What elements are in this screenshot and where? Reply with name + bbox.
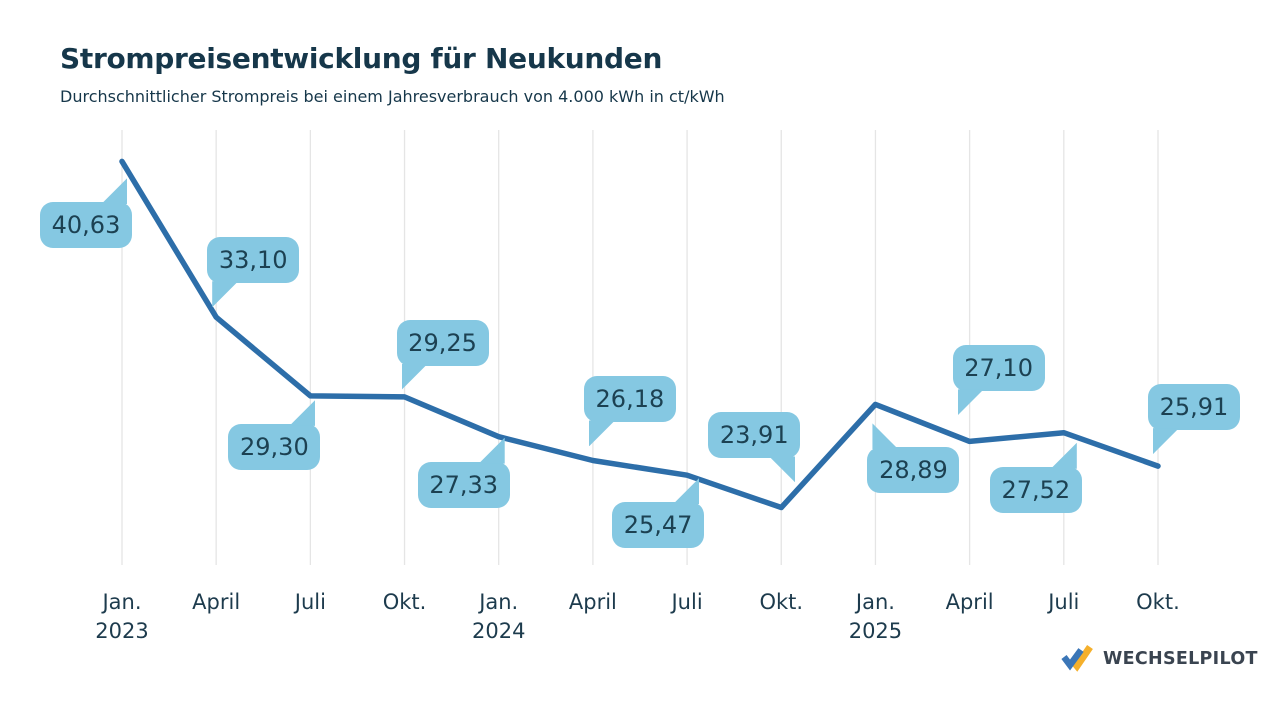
wechselpilot-check-icon	[1061, 645, 1093, 672]
x-axis-label: Okt.	[382, 590, 427, 614]
data-label-value: 33,10	[218, 246, 288, 275]
page-title: Strompreisentwicklung für Neukunden	[60, 42, 663, 75]
data-label-bubble: 29,25	[396, 319, 489, 390]
x-axis-label: Juli	[294, 590, 326, 614]
data-label-value: 23,91	[719, 421, 789, 450]
x-axis-label: Jan. 2024	[471, 590, 526, 643]
page-subtitle: Durchschnittlicher Strompreis bei einem …	[60, 87, 725, 106]
data-label-value: 26,18	[595, 385, 665, 414]
data-label-value: 25,91	[1159, 393, 1229, 422]
brand-name: WECHSELPILOT	[1103, 649, 1258, 669]
data-label-value: 25,47	[623, 511, 693, 540]
data-label-bubble: 27,33	[417, 437, 510, 508]
data-label-bubble: 25,91	[1147, 384, 1240, 455]
x-axis-label: Juli	[1048, 590, 1080, 614]
data-label-bubble: 23,91	[708, 412, 801, 483]
x-axis-label: Juli	[671, 590, 703, 614]
x-axis-label: Jan. 2023	[95, 590, 149, 643]
data-label-value: 27,33	[429, 470, 499, 499]
data-label-bubble: 26,18	[583, 376, 676, 447]
data-label-bubble: 25,47	[612, 478, 705, 549]
x-axis-label: April	[945, 590, 994, 614]
data-label-bubble: 27,10	[952, 345, 1045, 416]
x-axis-label: April	[192, 590, 241, 614]
data-label-bubble: 40,63	[40, 178, 132, 249]
data-label-bubble: 28,89	[867, 423, 960, 494]
data-label-bubble: 29,30	[228, 399, 321, 470]
x-axis-label: April	[568, 590, 617, 614]
data-label-value: 27,10	[964, 354, 1033, 383]
x-axis-label: Okt.	[1136, 590, 1180, 614]
x-axis-label: Jan. 2025	[848, 590, 903, 643]
data-label-bubble: 27,52	[989, 442, 1082, 513]
data-label-value: 40,63	[51, 211, 121, 240]
data-label-value: 29,25	[408, 328, 477, 357]
data-label-value: 28,89	[879, 456, 948, 485]
x-axis-label: Okt.	[759, 590, 804, 614]
data-label-bubble: 33,10	[207, 237, 300, 308]
price-line	[119, 158, 1161, 511]
brand-logo: WECHSELPILOT	[1061, 644, 1258, 674]
data-label-value: 27,52	[1001, 475, 1071, 504]
data-label-value: 29,30	[240, 432, 309, 461]
